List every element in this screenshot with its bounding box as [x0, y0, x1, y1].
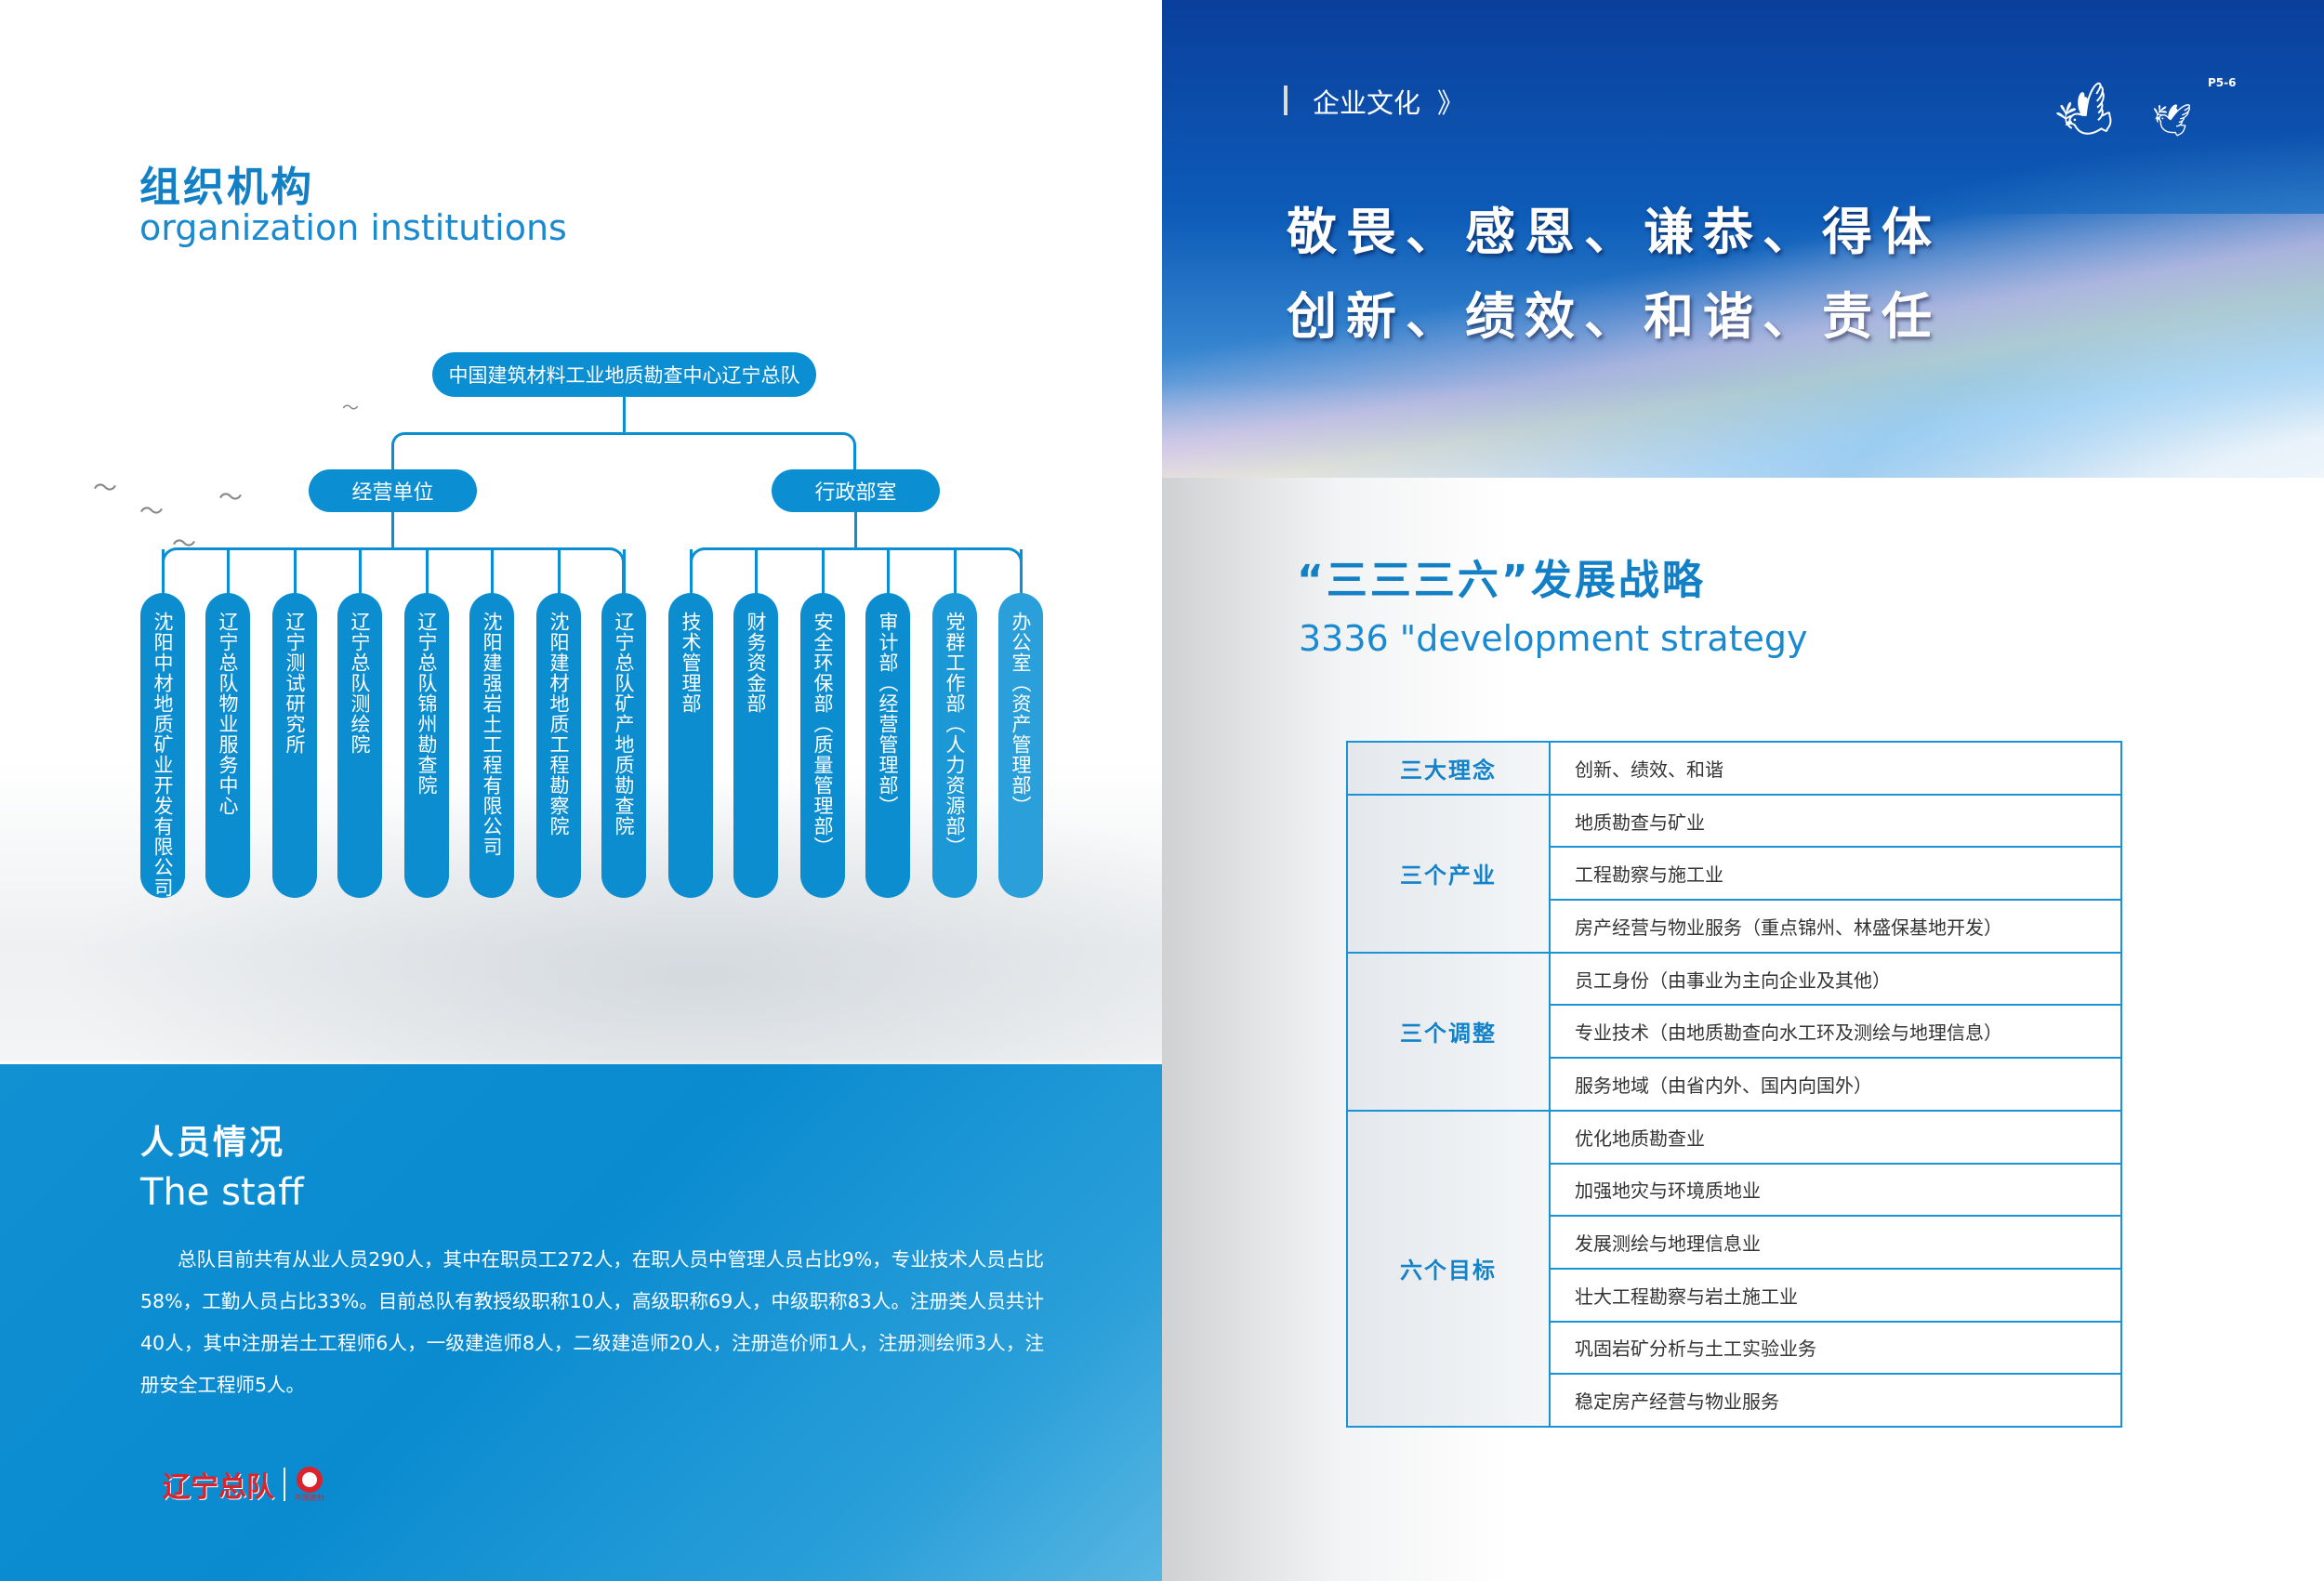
table-row: 六个目标 优化地质勘查业: [1346, 1109, 2122, 1428]
section-marker: [1284, 86, 1287, 115]
bird-icon: 〜: [342, 399, 359, 418]
category-cell: 三大理念: [1346, 741, 1551, 796]
connector: [755, 549, 758, 596]
item-cell: 员工身份（由事业为主向企业及其他）: [1549, 951, 2122, 1007]
section-label: 企业文化: [1313, 87, 1421, 119]
item-cell: 优化地质勘查业: [1549, 1109, 2122, 1165]
connector: [690, 547, 1023, 594]
org-unit-pill: 沈阳中材地质矿业开发有限公司: [140, 593, 185, 898]
org-unit-pill: 安全环保部（质量管理部）: [800, 593, 845, 898]
table-row: 三大理念 创新、绩效、和谐: [1346, 741, 2122, 796]
category-cell: 三个调整: [1346, 951, 1551, 1112]
chevron-right-icon: 》: [1437, 87, 1465, 119]
staff-title-en: The staff: [140, 1171, 304, 1214]
org-root-box: 中国建筑材料工业地质勘查中心辽宁总队: [432, 352, 816, 397]
item-cell: 加强地灾与环境质地业: [1549, 1162, 2122, 1218]
item-cell: 专业技术（由地质勘查向水工环及测绘与地理信息）: [1549, 1004, 2122, 1060]
connector: [690, 549, 693, 596]
connector: [954, 549, 957, 596]
org-unit-pill: 辽宁总队锦州勘查院: [404, 593, 449, 898]
connector: [426, 549, 429, 596]
branch-box-business: 经营单位: [309, 469, 477, 512]
item-cell: 稳定房产经营与物业服务: [1549, 1373, 2122, 1428]
connector: [391, 432, 856, 471]
connector: [623, 549, 626, 596]
bird-icon: 〜: [93, 475, 118, 503]
org-unit-pill: 技术管理部: [668, 593, 713, 898]
org-unit-pill: 沈阳建材地质工程勘察院: [536, 593, 581, 898]
logo-text: 辽宁总队: [163, 1471, 274, 1504]
connector: [162, 547, 625, 594]
connector: [1020, 549, 1023, 596]
staff-paragraph: 总队目前共有从业人员290人，其中在职员工272人，在职人员中管理人员占比9%，…: [140, 1248, 1044, 1396]
strategy-title-en: 3336 "development strategy: [1299, 618, 1808, 659]
category-cell: 六个目标: [1346, 1109, 1551, 1428]
org-unit-pill: 沈阳建强岩土工程有限公司: [469, 593, 514, 898]
item-cell: 服务地域（由省内外、国内向国外）: [1549, 1057, 2122, 1112]
table-row: 房产经营与物业服务（重点锦州、林盛保基地开发）: [1347, 899, 2122, 954]
connector: [227, 549, 230, 596]
org-unit-pill: 辽宁测试研究所: [272, 593, 317, 898]
connector: [294, 549, 297, 596]
connector: [854, 512, 857, 549]
org-unit-pill: 辽宁总队矿产地质勘查院: [601, 593, 646, 898]
item-cell: 壮大工程勘察与岩土施工业: [1549, 1267, 2122, 1323]
table-row: 三个调整 员工身份（由事业为主向企业及其他）: [1346, 951, 2122, 1112]
org-title-en: organization institutions: [139, 207, 567, 248]
cnbm-emblem-icon: 中国建材: [295, 1466, 324, 1503]
org-unit-pill: 财务资金部: [733, 593, 778, 898]
table-row: 加强地灾与环境质地业: [1347, 1162, 2122, 1218]
staff-title-cn: 人员情况: [140, 1124, 286, 1162]
connector: [391, 512, 394, 549]
logo: 辽宁总队 中国建材: [163, 1464, 324, 1505]
rainbow-decoration: [1162, 214, 2324, 478]
connector: [623, 397, 626, 434]
strategy-table: 三大理念 创新、绩效、和谐 三个产业 地质勘查与矿业 工程勘察与施工业 房产经营与物业服务…: [1346, 741, 2122, 1428]
table-row: 专业技术（由地质勘查向水工环及测绘与地理信息）: [1347, 1004, 2122, 1060]
strategy-title-cn: “三三三六”发展战略: [1297, 557, 1706, 604]
item-cell: 发展测绘与地理信息业: [1549, 1215, 2122, 1270]
logo-divider: [284, 1468, 285, 1501]
seagull-icon: 🕊: [2152, 102, 2193, 139]
connector: [558, 549, 561, 596]
motto-line-2: 创新、绩效、和谐、责任: [1287, 286, 1941, 346]
motto-line-1: 敬畏、感恩、谦恭、得体: [1287, 202, 1941, 261]
staff-section-background: [0, 1064, 1162, 1581]
org-unit-pill: 辽宁总队测绘院: [337, 593, 382, 898]
table-row: 巩固岩矿分析与土工实验业务: [1347, 1320, 2122, 1376]
org-unit-pill: 办公室（资产管理部）: [998, 593, 1043, 898]
item-cell: 创新、绩效、和谐: [1549, 741, 2122, 796]
branch-box-admin: 行政部室: [772, 469, 940, 512]
item-cell: 工程勘察与施工业: [1549, 846, 2122, 902]
bird-icon: 〜: [139, 498, 165, 526]
table-row: 壮大工程勘察与岩土施工业: [1347, 1267, 2122, 1323]
table-row: 工程勘察与施工业: [1347, 846, 2122, 902]
connector: [822, 549, 825, 596]
org-unit-pill: 辽宁总队物业服务中心: [205, 593, 250, 898]
connector: [491, 549, 494, 596]
page-number: P5-6: [2208, 76, 2237, 89]
category-cell: 三个产业: [1346, 793, 1551, 954]
table-row: 服务地域（由省内外、国内向国外）: [1347, 1057, 2122, 1112]
bird-icon: 〜: [218, 484, 244, 512]
connector: [359, 549, 362, 596]
item-cell: 巩固岩矿分析与土工实验业务: [1549, 1320, 2122, 1376]
table-row: 发展测绘与地理信息业: [1347, 1215, 2122, 1270]
org-title-cn: 组织机构: [139, 164, 314, 211]
org-unit-pill: 审计部（经营管理部）: [865, 593, 910, 898]
org-unit-pill: 党群工作部（人力资源部）: [932, 593, 977, 898]
connector: [887, 549, 890, 596]
item-cell: 房产经营与物业服务（重点锦州、林盛保基地开发）: [1549, 899, 2122, 954]
section-header: 企业文化 》: [1313, 82, 1464, 121]
item-cell: 地质勘查与矿业: [1549, 793, 2122, 849]
table-row: 三个产业 地质勘查与矿业: [1346, 793, 2122, 954]
table-row: 稳定房产经营与物业服务: [1347, 1373, 2122, 1428]
connector: [162, 549, 165, 596]
